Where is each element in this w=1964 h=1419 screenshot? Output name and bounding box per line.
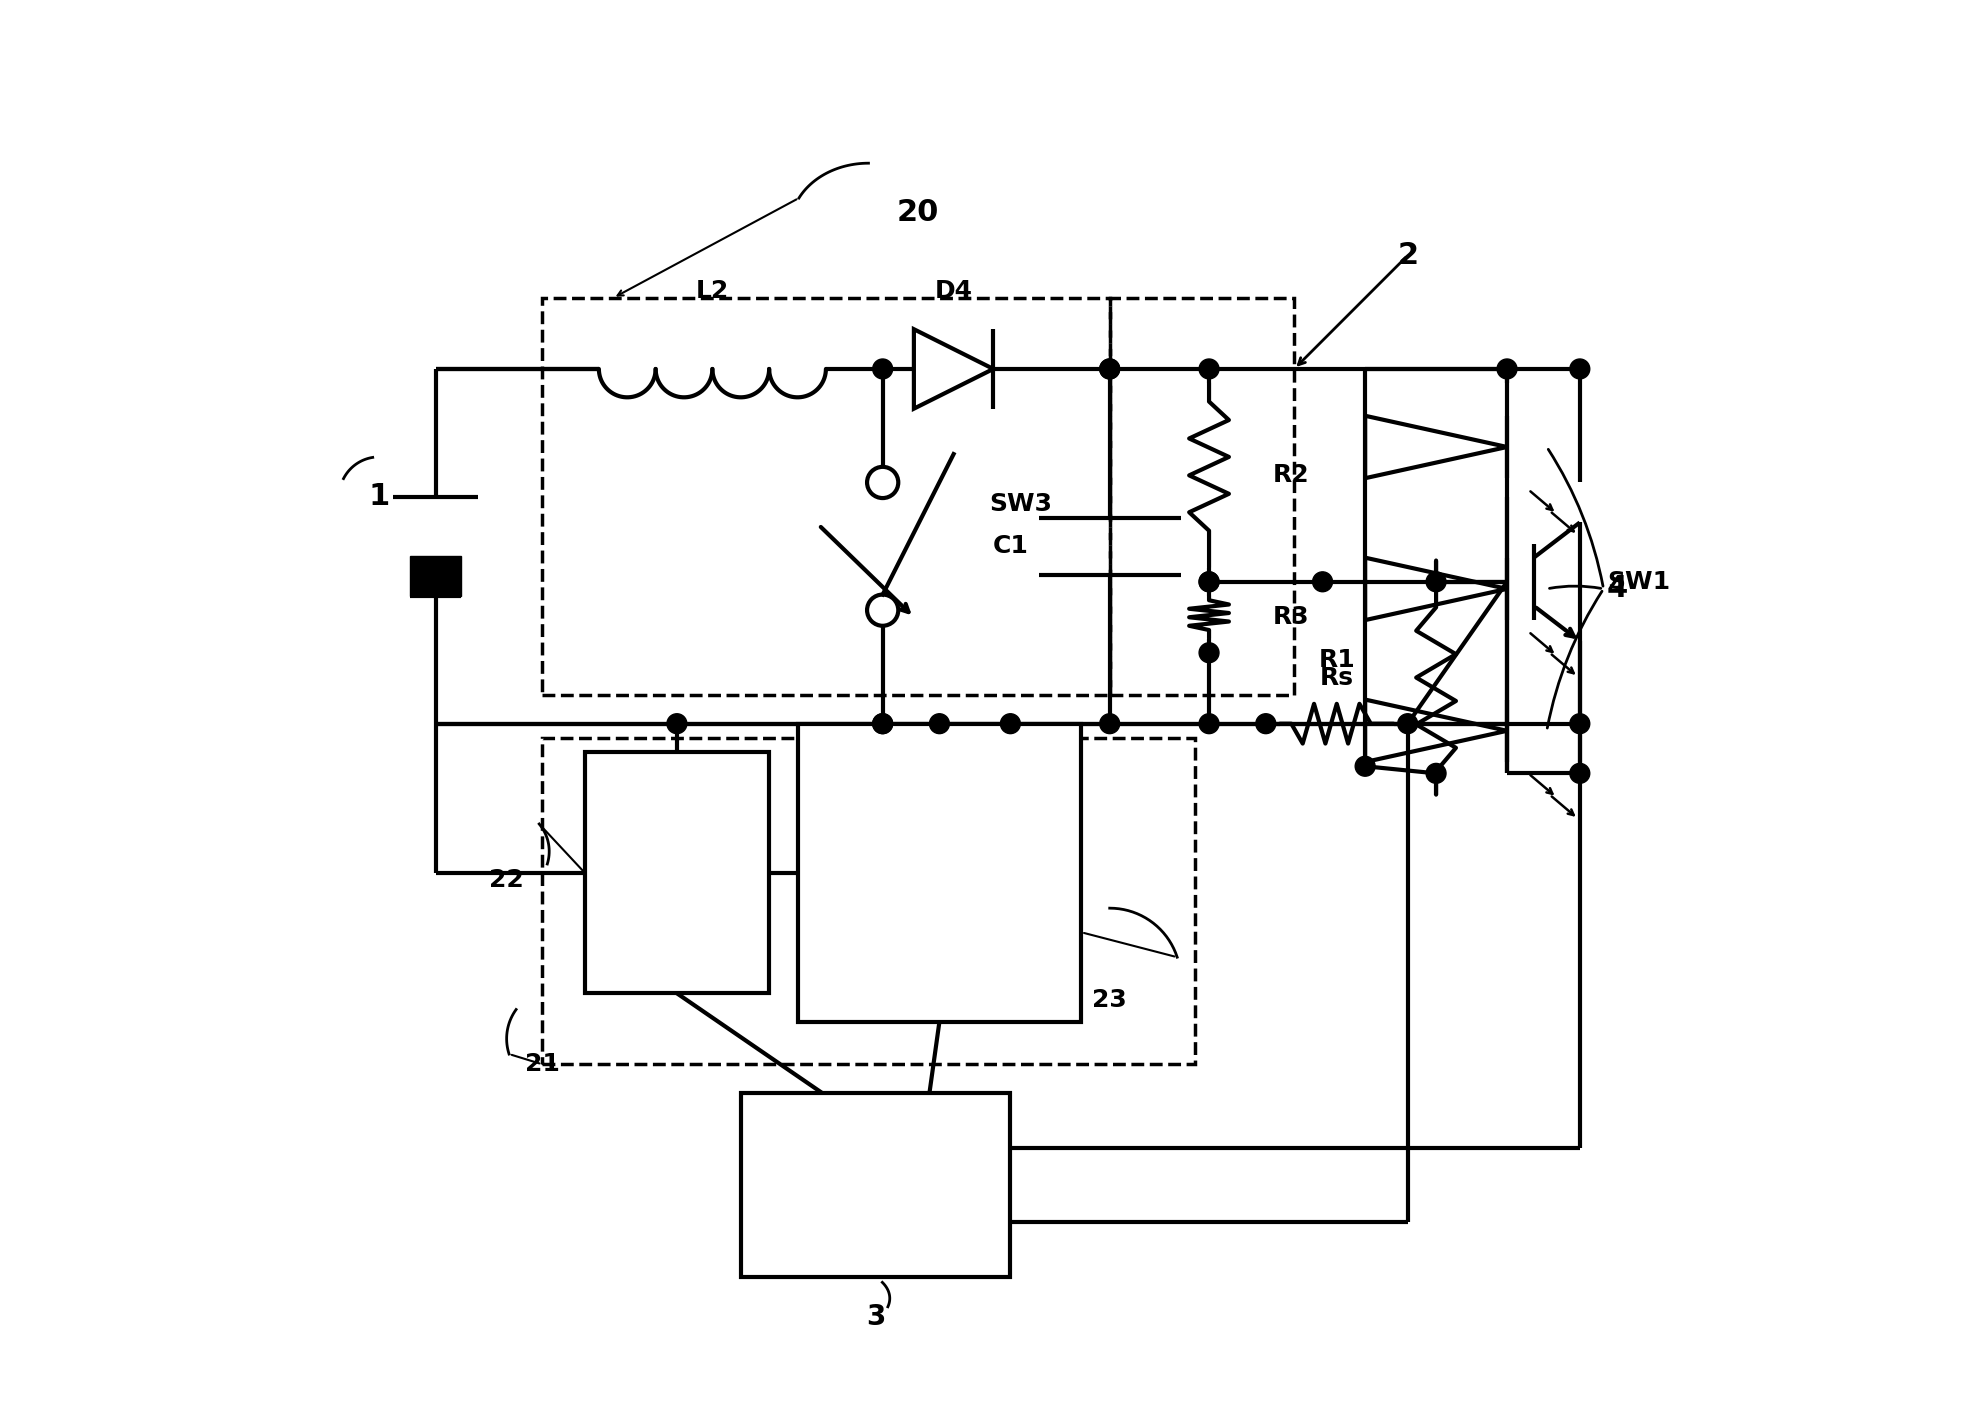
Circle shape (1100, 359, 1119, 379)
Text: 21: 21 (524, 1053, 560, 1076)
Circle shape (872, 714, 892, 734)
Circle shape (1355, 756, 1375, 776)
Text: L2: L2 (695, 280, 729, 302)
Circle shape (1200, 572, 1220, 592)
Text: D4: D4 (935, 280, 972, 302)
Circle shape (668, 714, 687, 734)
Bar (542, 298, 1110, 695)
Circle shape (1426, 572, 1446, 592)
Circle shape (1569, 714, 1589, 734)
Text: 1: 1 (369, 482, 389, 511)
Circle shape (1312, 572, 1332, 592)
Circle shape (1497, 359, 1516, 379)
Circle shape (1426, 763, 1446, 783)
Text: Rs: Rs (1320, 666, 1353, 690)
Text: R2: R2 (1273, 464, 1310, 487)
Circle shape (872, 714, 892, 734)
Circle shape (1569, 359, 1589, 379)
Text: C1: C1 (992, 535, 1029, 558)
Circle shape (1100, 714, 1119, 734)
Circle shape (1200, 643, 1220, 663)
Bar (410, 556, 462, 596)
Circle shape (1200, 359, 1220, 379)
Circle shape (929, 714, 949, 734)
Bar (585, 752, 770, 993)
Circle shape (1255, 714, 1277, 734)
Circle shape (1398, 714, 1418, 734)
Text: 4: 4 (1607, 575, 1628, 603)
Bar (542, 738, 1194, 1064)
Circle shape (872, 359, 892, 379)
Circle shape (1200, 572, 1220, 592)
Text: 23: 23 (1092, 989, 1127, 1012)
Text: SW1: SW1 (1607, 570, 1671, 593)
Text: 2: 2 (1396, 241, 1418, 270)
Text: 3: 3 (866, 1303, 886, 1331)
Circle shape (1100, 359, 1119, 379)
Circle shape (1000, 714, 1021, 734)
Text: 20: 20 (898, 199, 939, 227)
Text: SW3: SW3 (990, 492, 1053, 515)
Circle shape (1200, 714, 1220, 734)
Text: 22: 22 (489, 868, 524, 891)
Bar (1110, 298, 1294, 695)
Text: R3: R3 (1273, 606, 1310, 629)
Bar (740, 1093, 1009, 1277)
Text: R1: R1 (1318, 648, 1355, 671)
Bar (797, 724, 1082, 1022)
Circle shape (1569, 763, 1589, 783)
